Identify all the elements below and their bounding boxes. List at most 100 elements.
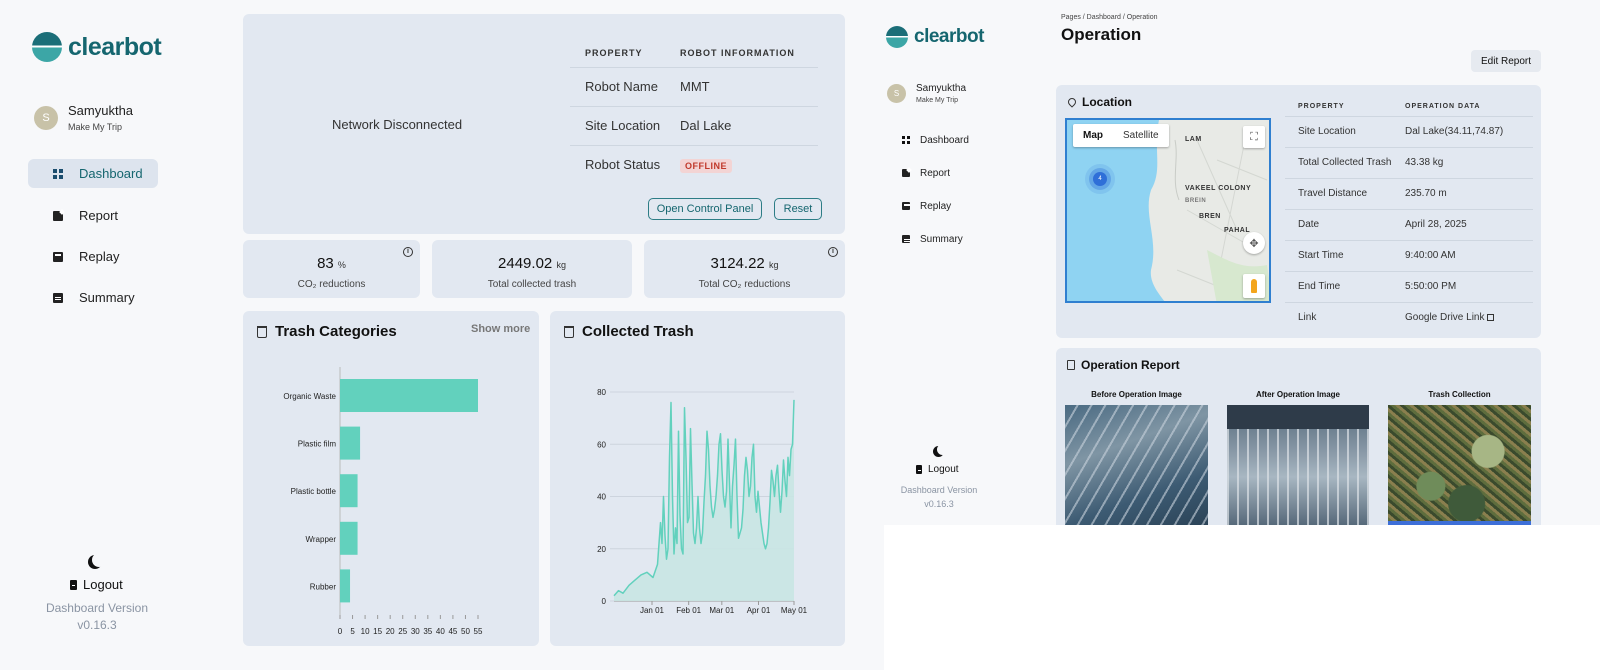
x-tick-label: 10 xyxy=(361,627,370,636)
sidebar-item-replay[interactable]: Replay xyxy=(28,242,158,271)
version-info: Dashboard Version v0.16.3 xyxy=(22,600,172,634)
location-panel: Location Map Satellite ⛶ ✥ LAM VAKEEL CO… xyxy=(1056,85,1541,338)
table-row: End Time 5:50:00 PM xyxy=(1285,270,1533,302)
map-land xyxy=(1148,120,1269,301)
x-tick-label: 35 xyxy=(423,627,432,636)
reset-button[interactable]: Reset xyxy=(774,198,822,220)
stat-card-total-co2: i 3124.22 kg Total CO₂ reductions xyxy=(644,240,845,298)
stat-unit: kg xyxy=(556,260,566,270)
show-more-link[interactable]: Show more xyxy=(471,323,531,335)
x-tick-label: 15 xyxy=(373,627,382,636)
info-icon[interactable]: i xyxy=(403,247,413,257)
map-label: PAHAL xyxy=(1224,227,1251,234)
table-row: Robot Name MMT xyxy=(570,66,818,106)
image-caption: After Operation Image xyxy=(1255,390,1340,399)
location-map[interactable]: Map Satellite ⛶ ✥ LAM VAKEEL COLONY BREI… xyxy=(1065,118,1271,303)
logo[interactable]: clearbot xyxy=(32,32,162,62)
document-icon xyxy=(1067,360,1075,370)
map-tab-map[interactable]: Map xyxy=(1083,130,1103,141)
stat-unit: kg xyxy=(768,260,779,270)
sidebar-item-label: Report xyxy=(79,208,119,223)
category-label: Plastic film xyxy=(298,440,337,449)
version-number: v0.16.3 xyxy=(77,618,117,632)
sidebar-item-replay[interactable]: Replay xyxy=(902,199,951,213)
dark-mode-toggle-icon[interactable] xyxy=(937,444,948,455)
bar xyxy=(340,426,361,460)
card-title: Collected Trash xyxy=(564,323,694,340)
x-tick-label: 0 xyxy=(338,627,343,636)
location-title-text: Location xyxy=(1082,95,1132,109)
y-tick-label: 80 xyxy=(597,388,606,397)
summary-icon xyxy=(53,292,63,303)
page-title: Operation xyxy=(1061,25,1142,44)
value-cell: 43.38 kg xyxy=(1405,146,1533,178)
value-cell: OFFLINE xyxy=(680,144,818,184)
y-tick-label: 0 xyxy=(602,597,607,606)
image-caption: Trash Collection xyxy=(1428,390,1491,399)
x-tick-label: 40 xyxy=(436,627,445,636)
column-header: PROPERTY xyxy=(585,48,643,59)
bar xyxy=(340,521,358,555)
logo-text: clearbot xyxy=(68,32,162,61)
sidebar-item-summary[interactable]: Summary xyxy=(28,283,158,312)
avatar: S xyxy=(887,84,906,103)
series-line xyxy=(613,399,795,597)
logout-button[interactable]: Logout xyxy=(916,464,959,475)
google-drive-link[interactable]: Google Drive Link xyxy=(1405,312,1485,324)
map-tab-satellite[interactable]: Satellite xyxy=(1123,130,1159,141)
sidebar-item-label: Replay xyxy=(920,200,952,212)
sidebar-item-dashboard[interactable]: Dashboard xyxy=(902,133,969,147)
logout-button[interactable]: Logout xyxy=(70,577,123,592)
fullscreen-icon[interactable]: ⛶ xyxy=(1243,126,1265,148)
table-row: Link Google Drive Link xyxy=(1285,301,1533,333)
collected-trash-card: Collected Trash 0 20 40 60 80 Jan 01 Feb 01 Mar… xyxy=(550,311,845,646)
category-label: Rubber xyxy=(310,582,337,591)
operation-report-panel: Operation Report Before Operation Image … xyxy=(1056,348,1541,525)
sidebar-item-summary[interactable]: Summary xyxy=(902,232,963,246)
stat-value: 2449.02 kg xyxy=(432,255,632,272)
table-row: Site Location Dal Lake xyxy=(570,105,818,145)
sidebar-item-label: Report xyxy=(920,167,951,179)
open-control-panel-button[interactable]: Open Control Panel xyxy=(648,198,762,220)
table-header-row: PROPERTY OPERATION DATA xyxy=(1285,98,1533,116)
map-cluster-marker[interactable]: 4 xyxy=(1093,172,1107,186)
logo[interactable]: clearbot xyxy=(886,26,984,48)
y-tick-label: 40 xyxy=(597,493,606,502)
property-cell: Robot Name xyxy=(570,66,680,106)
logo-icon xyxy=(32,32,62,62)
x-tick-label: 50 xyxy=(461,627,470,636)
value-cell: 235.70 m xyxy=(1405,177,1533,209)
x-tick-label: 45 xyxy=(448,627,457,636)
report-icon xyxy=(902,169,910,177)
map-pan-icon[interactable]: ✥ xyxy=(1243,232,1265,254)
dark-mode-toggle-icon[interactable] xyxy=(92,553,106,567)
sidebar-item-report[interactable]: Report xyxy=(28,201,158,230)
after-operation-image[interactable] xyxy=(1227,405,1369,525)
y-tick-label: 20 xyxy=(597,545,606,554)
sidebar-item-label: Dashboard xyxy=(920,134,969,146)
edit-report-button[interactable]: Edit Report xyxy=(1471,50,1541,72)
stat-unit: % xyxy=(337,260,346,270)
info-icon[interactable]: i xyxy=(828,247,838,257)
x-tick-label: Apr 01 xyxy=(747,606,771,615)
report-title-text: Operation Report xyxy=(1081,358,1180,372)
before-operation-image[interactable] xyxy=(1065,405,1208,525)
street-view-pegman-icon[interactable] xyxy=(1243,274,1265,298)
user-profile[interactable]: S Samyuktha Make My Trip xyxy=(34,103,133,132)
robot-info-table: PROPERTY ROBOT INFORMATION Robot Name MM… xyxy=(570,40,818,184)
trash-collection-image[interactable] xyxy=(1388,405,1531,525)
x-tick-label: May 01 xyxy=(781,606,808,615)
stat-number: 2449.02 xyxy=(498,255,553,272)
logo-text: clearbot xyxy=(914,26,984,47)
sidebar-item-label: Dashboard xyxy=(79,166,143,181)
sidebar-item-dashboard[interactable]: Dashboard xyxy=(28,159,158,188)
location-pin-icon xyxy=(1066,96,1078,108)
user-profile[interactable]: S Samyuktha Make My Trip xyxy=(887,83,966,104)
stat-label: CO₂ reductions xyxy=(297,279,366,290)
value-cell[interactable]: Google Drive Link xyxy=(1405,301,1533,333)
breadcrumb[interactable]: Pages / Dashboard / Operation xyxy=(1061,14,1158,21)
card-title-text: Trash Categories xyxy=(275,323,397,340)
stat-number: 3124.22 xyxy=(710,255,765,272)
sidebar-item-report[interactable]: Report xyxy=(902,166,950,180)
card-title-text: Collected Trash xyxy=(582,323,694,340)
